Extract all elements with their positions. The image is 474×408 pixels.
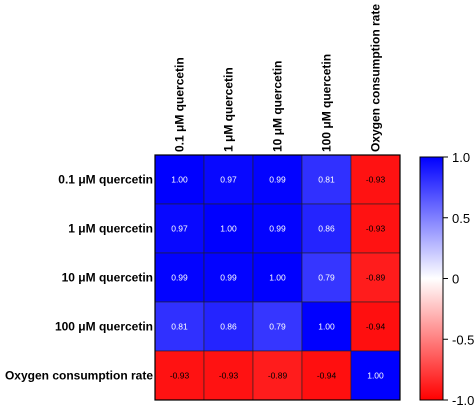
row-label: 100 μM quercetin — [55, 320, 153, 334]
heatmap-cell — [350, 301, 401, 352]
colorbar-tick-label: -0.5 — [452, 332, 474, 347]
cell-value-label: -0.93 — [219, 371, 239, 381]
row-labels: 0.1 μM quercetin 1 μM quercetin 10 μM quer… — [5, 173, 153, 383]
colorbar-tick-label: 1.0 — [452, 150, 470, 165]
cell-value-label: 0.81 — [171, 322, 188, 332]
cell-value-label: 0.79 — [269, 322, 286, 332]
colorbar-tick-label: 0 — [452, 272, 459, 287]
heatmap-cell — [301, 301, 352, 352]
column-label: Oxygen consumption rate — [369, 4, 383, 152]
cell-value-label: 0.97 — [220, 175, 237, 185]
column-labels: 0.1 μM quercetin 1 μM quercetin 10 μM quer… — [173, 4, 383, 152]
heatmap-cell — [252, 252, 303, 303]
cell-value-label: 1.00 — [220, 224, 237, 234]
row-label: 10 μM quercetin — [62, 271, 153, 285]
heatmap-cell — [301, 154, 352, 205]
heatmap-cells — [154, 154, 401, 401]
cell-value-label: 0.86 — [220, 322, 237, 332]
heatmap-cell — [154, 154, 205, 205]
heatmap-cell — [301, 252, 352, 303]
heatmap-frame — [154, 154, 401, 401]
row-label: Oxygen consumption rate — [5, 369, 153, 383]
heatmap-cell — [203, 252, 254, 303]
row-label: 1 μM quercetin — [68, 222, 153, 236]
column-label: 10 μM quercetin — [271, 61, 285, 152]
cell-value-label: -0.94 — [317, 371, 337, 381]
cell-value-label: 1.00 — [171, 175, 188, 185]
column-label: 1 μM quercetin — [222, 67, 236, 152]
column-label: 100 μM quercetin — [320, 54, 334, 152]
heatmap-cell — [154, 203, 205, 254]
heatmap-cell — [350, 350, 401, 401]
cell-value-label: 0.99 — [220, 273, 237, 283]
heatmap-cell — [154, 350, 205, 401]
cell-value-label: 0.86 — [318, 224, 335, 234]
column-label: 0.1 μM quercetin — [173, 57, 187, 152]
heatmap-cell — [252, 350, 303, 401]
heatmap-cell — [252, 203, 303, 254]
heatmap-value-labels: 1.00 0.97 0.99 0.81 -0.93 0.97 1.00 0.99 0.86 -0.… — [170, 175, 386, 381]
heatmap-cell — [203, 154, 254, 205]
heatmap-cell — [350, 154, 401, 205]
cell-value-label: 1.00 — [269, 273, 286, 283]
colorbar — [419, 156, 444, 401]
heatmap-cell — [350, 203, 401, 254]
cell-value-label: -0.93 — [366, 175, 386, 185]
cell-value-label: 0.99 — [171, 273, 188, 283]
colorbar-tick-label: 0.5 — [452, 211, 470, 226]
cell-value-label: 1.00 — [367, 371, 384, 381]
colorbar-tick-label: -1.0 — [452, 393, 474, 408]
cell-value-label: -0.89 — [268, 371, 288, 381]
heatmap-cell — [203, 350, 254, 401]
heatmap-cell — [203, 301, 254, 352]
cell-value-label: -0.93 — [366, 224, 386, 234]
cell-value-label: 0.97 — [171, 224, 188, 234]
cell-value-label: 1.00 — [318, 322, 335, 332]
heatmap-cell — [252, 301, 303, 352]
cell-value-label: 0.81 — [318, 175, 335, 185]
cell-value-label: -0.94 — [366, 322, 386, 332]
cell-value-label: -0.93 — [170, 371, 190, 381]
cell-value-label: -0.89 — [366, 273, 386, 283]
cell-value-label: 0.99 — [269, 175, 286, 185]
row-label: 0.1 μM quercetin — [58, 173, 153, 187]
cell-value-label: 0.79 — [318, 273, 335, 283]
colorbar-ticks: 1.0 0.5 0 -0.5 -1.0 — [443, 150, 474, 408]
cell-value-label: 0.99 — [269, 224, 286, 234]
